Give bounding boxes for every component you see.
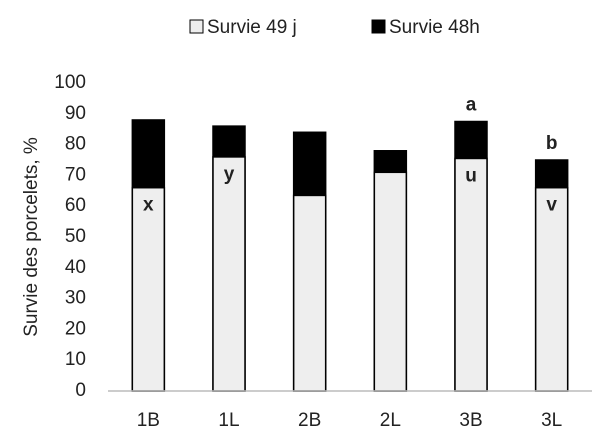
legend-swatch	[371, 19, 386, 34]
y-tick-label: 90	[65, 103, 86, 124]
x-tick-label: 1B	[137, 410, 160, 431]
bar	[131, 186, 166, 392]
annotation: b	[546, 133, 558, 154]
y-tick-label: 60	[65, 195, 86, 216]
y-tick-label: 70	[65, 164, 86, 185]
y-tick-label: 50	[65, 226, 86, 247]
bar	[292, 194, 327, 392]
x-tick-label: 2B	[298, 410, 321, 431]
x-tick-label: 2L	[380, 410, 401, 431]
legend-label: Survie 49 j	[207, 17, 297, 38]
x-tick-label: 3L	[541, 410, 562, 431]
annotation: v	[546, 195, 557, 216]
annotation: u	[465, 165, 477, 186]
legend-swatch	[189, 19, 204, 34]
bar	[373, 171, 408, 392]
bar	[534, 186, 569, 392]
bar	[454, 157, 488, 392]
y-tick-label: 100	[54, 72, 86, 93]
y-tick-label: 20	[65, 318, 86, 339]
annotation: a	[466, 95, 477, 116]
x-tick-label: 3B	[459, 410, 482, 431]
annotation: y	[224, 164, 235, 185]
annotation: x	[143, 195, 154, 216]
y-tick-label: 10	[65, 349, 86, 370]
legend-label: Survie 48h	[389, 17, 480, 38]
bar	[212, 156, 246, 392]
y-axis-label: Survie des porcelets, %	[21, 137, 42, 337]
y-tick-label: 40	[65, 257, 86, 278]
y-tick-label: 30	[65, 288, 86, 309]
y-tick-label: 0	[75, 380, 86, 401]
x-tick-label: 1L	[218, 410, 239, 431]
y-tick-label: 80	[65, 134, 86, 155]
